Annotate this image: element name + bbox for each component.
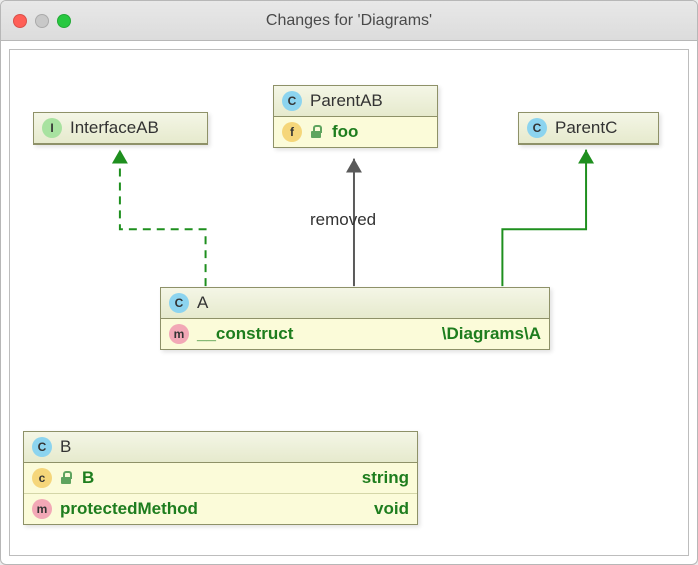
node-title: InterfaceAB <box>70 118 159 138</box>
member-name: protectedMethod <box>60 499 198 519</box>
member-row: c Bstring <box>24 463 417 493</box>
node-parentAB[interactable]: C ParentAB f foo <box>273 85 438 148</box>
edge <box>502 150 586 286</box>
class-badge: C <box>282 91 302 111</box>
node-A[interactable]: CAm__construct\Diagrams\A <box>160 287 550 350</box>
node-parentC[interactable]: C ParentC <box>518 112 659 145</box>
member-type: \Diagrams\A <box>442 324 541 344</box>
constant-badge: c <box>32 468 52 488</box>
member-row: f foo <box>274 117 437 147</box>
node-header: CA <box>161 288 549 319</box>
field-badge: f <box>282 122 302 142</box>
interface-badge: I <box>42 118 62 138</box>
class-badge: C <box>169 293 189 313</box>
diagram-canvas: IInterfaceABCParentABffooCParentCCAm__co… <box>9 49 689 556</box>
node-interfaceAB[interactable]: I InterfaceAB <box>33 112 208 145</box>
member-name: __construct <box>197 324 293 344</box>
arrowhead-icon <box>578 150 594 164</box>
node-header: C ParentC <box>519 113 658 144</box>
node-title: A <box>197 293 208 313</box>
node-title: ParentC <box>555 118 617 138</box>
edge <box>120 150 206 286</box>
node-header: CB <box>24 432 417 463</box>
class-badge: C <box>32 437 52 457</box>
node-title: B <box>60 437 71 457</box>
arrowhead-icon <box>346 159 362 173</box>
arrowhead-icon <box>112 150 128 164</box>
method-badge: m <box>169 324 189 344</box>
member-type: void <box>374 499 409 519</box>
window-title: Changes for 'Diagrams' <box>1 12 697 30</box>
window: Changes for 'Diagrams' I InterfaceAB C Pare… <box>0 0 698 565</box>
member-name: B <box>82 468 94 488</box>
node-title: ParentAB <box>310 91 383 111</box>
visibility-icon <box>60 471 74 485</box>
node-header: C ParentAB <box>274 86 437 117</box>
node-header: I InterfaceAB <box>34 113 207 144</box>
node-B[interactable]: CBcBstringmprotectedMethodvoid <box>23 431 418 525</box>
member-name: foo <box>332 122 358 142</box>
titlebar: Changes for 'Diagrams' <box>1 1 697 41</box>
member-row: m __construct \Diagrams\A <box>161 319 549 349</box>
edge-label: removed <box>310 210 376 230</box>
member-row: m protectedMethod void <box>24 493 417 524</box>
visibility-icon <box>310 125 324 139</box>
class-badge: C <box>527 118 547 138</box>
member-type: string <box>362 468 409 488</box>
method-badge: m <box>32 499 52 519</box>
